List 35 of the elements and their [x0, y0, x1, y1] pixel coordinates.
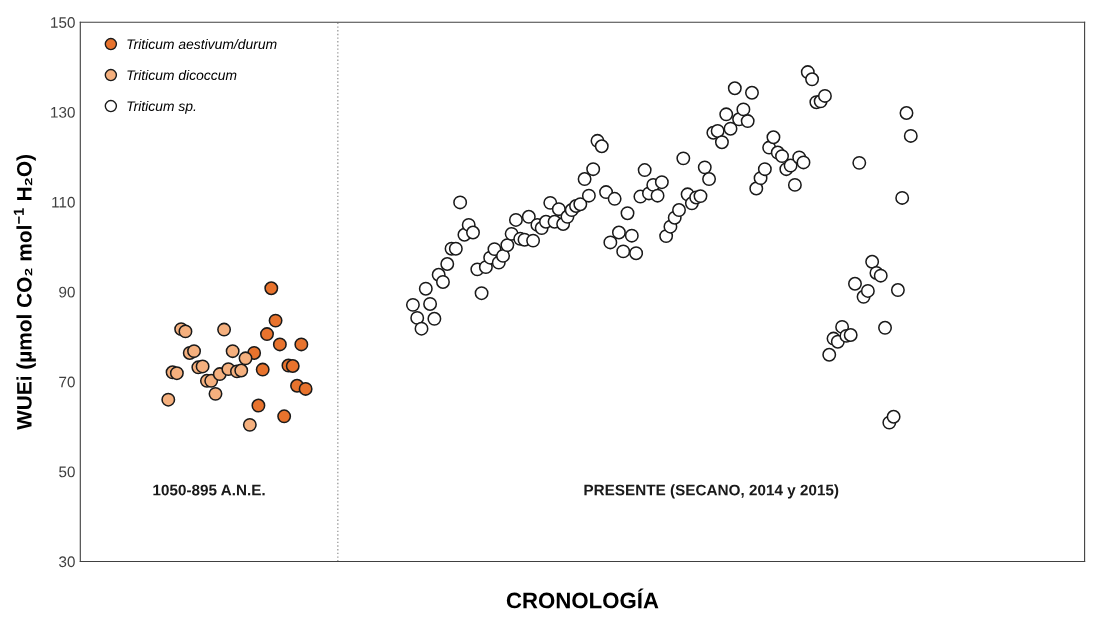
point [298, 381, 313, 396]
point [277, 409, 292, 424]
point [187, 344, 202, 359]
point [255, 362, 270, 377]
legend-label: Triticum dicoccum [127, 69, 237, 81]
legend-label: Triticum sp. [127, 100, 196, 114]
point [217, 322, 232, 337]
y-tick-label: 70 [59, 376, 75, 388]
y-tick-label: 30 [59, 556, 75, 568]
y-tick-label: 130 [51, 106, 75, 118]
point [234, 363, 249, 378]
y-axis-title: WUEi (µmol CO₂ mol$^{−1}$ H₂O) [13, 155, 36, 430]
y-tick-label: 150 [51, 17, 75, 28]
point [178, 324, 193, 339]
y-tick-label: 50 [59, 466, 75, 478]
point [242, 417, 257, 432]
point [268, 313, 283, 328]
point [225, 344, 240, 359]
point [272, 337, 287, 352]
y-tick-label: 110 [52, 196, 75, 208]
point [169, 366, 184, 381]
y-tick-label: 90 [59, 286, 75, 298]
point [251, 398, 266, 413]
annotation: PRESENTE (SECANO, 2014 y 2015) [584, 484, 839, 499]
legend-label: Triticum aestivum/durum [127, 38, 277, 50]
point [195, 359, 210, 374]
x-axis-title: CRONOLOGÍA [506, 588, 659, 609]
point [238, 351, 253, 366]
point [285, 359, 300, 373]
point [260, 327, 274, 342]
point [264, 281, 279, 296]
point [161, 392, 176, 407]
point [208, 386, 223, 401]
point [294, 337, 309, 352]
annotation: 1050-895 A.N.E. [153, 484, 265, 496]
